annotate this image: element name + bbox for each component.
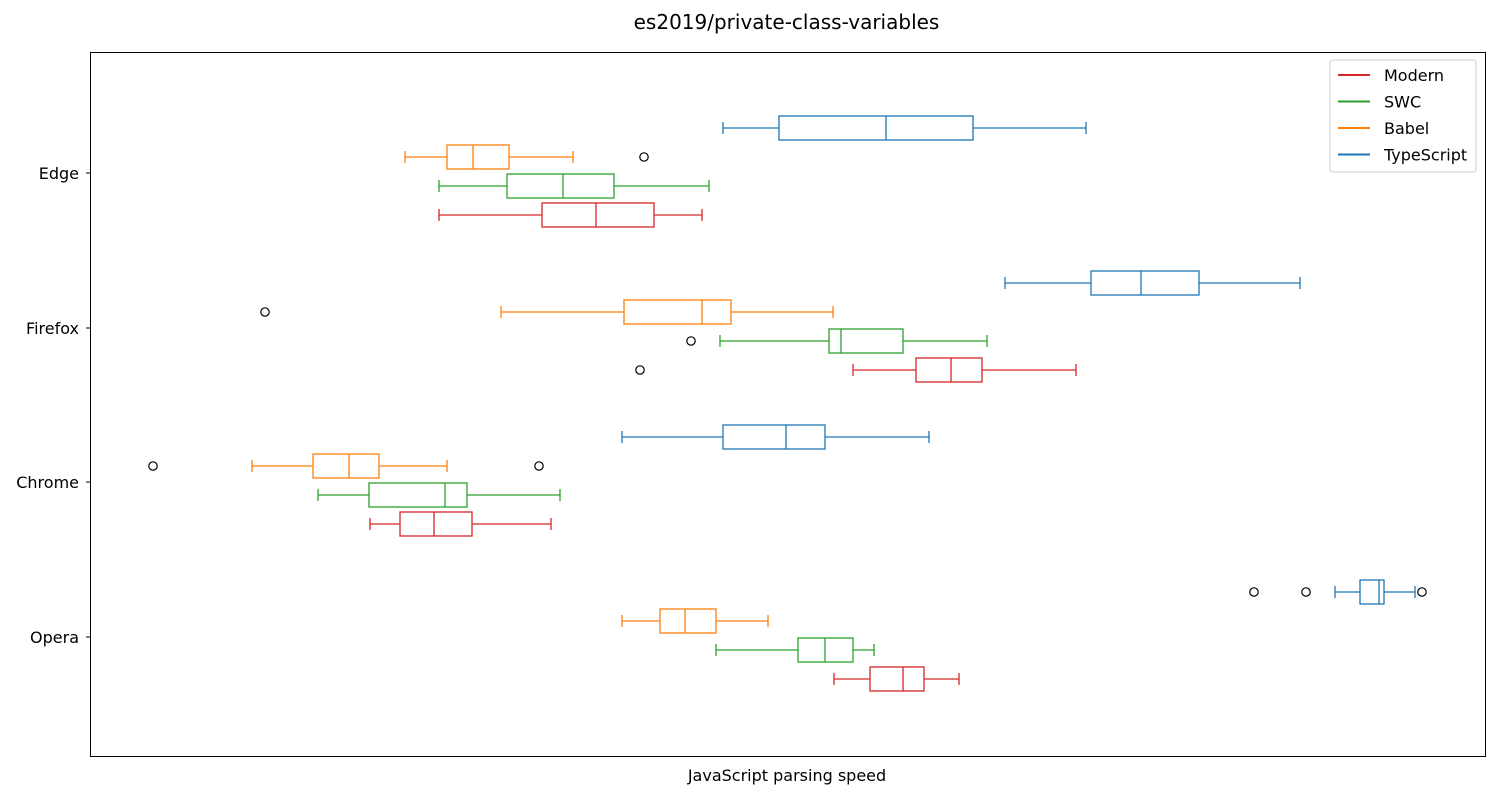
legend: Modern SWC Babel TypeScript bbox=[1329, 59, 1477, 173]
box-iqr bbox=[446, 144, 510, 170]
legend-item-modern: Modern bbox=[1338, 66, 1444, 85]
plot-frame bbox=[90, 52, 1486, 757]
outlier-point bbox=[1301, 587, 1311, 597]
legend-frame bbox=[1329, 59, 1477, 173]
box-modern-opera bbox=[833, 666, 960, 692]
box-iqr bbox=[828, 328, 904, 354]
box-iqr bbox=[915, 357, 983, 383]
legend-label: SWC bbox=[1384, 93, 1421, 112]
legend-label: TypeScript bbox=[1383, 146, 1467, 165]
box-modern-firefox bbox=[635, 357, 1077, 383]
box-iqr bbox=[623, 299, 732, 325]
outlier-point bbox=[1417, 587, 1427, 597]
box-iqr bbox=[722, 424, 826, 450]
legend-item-babel: Babel bbox=[1338, 119, 1429, 138]
outlier-point bbox=[639, 152, 649, 162]
box-typescript-firefox bbox=[1004, 270, 1301, 296]
legend-item-typescript: TypeScript bbox=[1338, 146, 1467, 165]
box-babel-firefox bbox=[260, 299, 834, 325]
box-iqr bbox=[541, 202, 655, 228]
box-swc-opera bbox=[715, 637, 875, 663]
boxes-layer bbox=[148, 115, 1427, 692]
x-axis-label: JavaScript parsing speed bbox=[687, 766, 886, 785]
y-tick-label: Firefox bbox=[26, 319, 79, 338]
y-tick-label: Opera bbox=[30, 628, 79, 647]
outlier-point bbox=[260, 307, 270, 317]
y-tick-label: Chrome bbox=[16, 473, 79, 492]
box-iqr bbox=[368, 482, 468, 508]
box-swc-chrome bbox=[317, 482, 561, 508]
box-iqr bbox=[312, 453, 380, 479]
outlier-point bbox=[534, 461, 544, 471]
box-typescript-opera bbox=[1249, 579, 1427, 605]
box-modern-edge bbox=[438, 202, 703, 228]
box-typescript-edge bbox=[722, 115, 1087, 141]
outlier-point bbox=[686, 336, 696, 346]
box-swc-firefox bbox=[686, 328, 988, 354]
box-modern-chrome bbox=[369, 511, 552, 537]
box-iqr bbox=[1090, 270, 1200, 296]
box-iqr bbox=[506, 173, 615, 199]
box-iqr bbox=[399, 511, 473, 537]
chart-title: es2019/private-class-variables bbox=[633, 10, 940, 34]
legend-label: Babel bbox=[1384, 119, 1429, 138]
box-babel-opera bbox=[621, 608, 769, 634]
outlier-point bbox=[148, 461, 158, 471]
y-tick-label: Edge bbox=[39, 164, 79, 183]
box-iqr bbox=[659, 608, 717, 634]
box-iqr bbox=[1359, 579, 1385, 605]
box-babel-chrome bbox=[148, 453, 544, 479]
outlier-point bbox=[635, 365, 645, 375]
box-typescript-chrome bbox=[621, 424, 930, 450]
outlier-point bbox=[1249, 587, 1259, 597]
box-iqr bbox=[778, 115, 974, 141]
box-swc-edge bbox=[438, 173, 710, 199]
legend-item-swc: SWC bbox=[1338, 93, 1421, 112]
box-iqr bbox=[869, 666, 925, 692]
y-axis: Edge Firefox Chrome Opera bbox=[16, 164, 91, 647]
box-babel-edge bbox=[404, 144, 649, 170]
legend-label: Modern bbox=[1384, 66, 1444, 85]
